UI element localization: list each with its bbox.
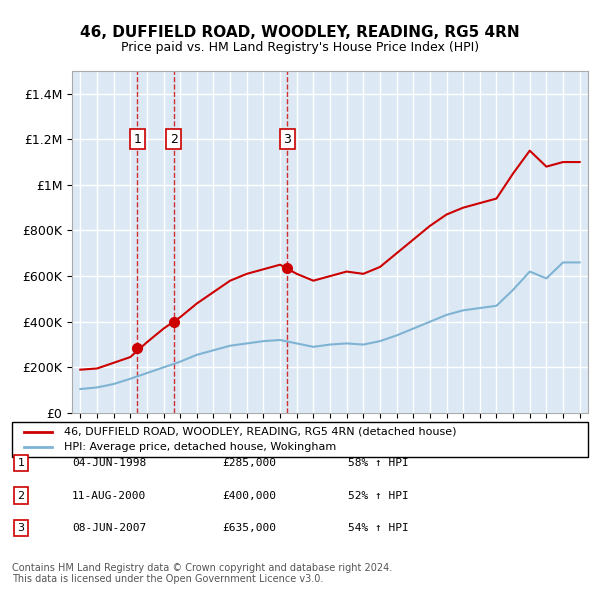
FancyBboxPatch shape	[12, 422, 588, 457]
Text: £400,000: £400,000	[222, 491, 276, 500]
Text: 1: 1	[133, 133, 142, 146]
Text: £285,000: £285,000	[222, 458, 276, 468]
Text: £635,000: £635,000	[222, 523, 276, 533]
Text: 08-JUN-2007: 08-JUN-2007	[72, 523, 146, 533]
Text: Price paid vs. HM Land Registry's House Price Index (HPI): Price paid vs. HM Land Registry's House …	[121, 41, 479, 54]
Text: 3: 3	[17, 523, 25, 533]
Text: 1: 1	[17, 458, 25, 468]
Text: HPI: Average price, detached house, Wokingham: HPI: Average price, detached house, Woki…	[64, 442, 336, 453]
Text: 52% ↑ HPI: 52% ↑ HPI	[348, 491, 409, 500]
Text: 11-AUG-2000: 11-AUG-2000	[72, 491, 146, 500]
Text: 58% ↑ HPI: 58% ↑ HPI	[348, 458, 409, 468]
Text: 3: 3	[283, 133, 292, 146]
Text: 2: 2	[17, 491, 25, 500]
Text: Contains HM Land Registry data © Crown copyright and database right 2024.
This d: Contains HM Land Registry data © Crown c…	[12, 563, 392, 584]
Text: 46, DUFFIELD ROAD, WOODLEY, READING, RG5 4RN (detached house): 46, DUFFIELD ROAD, WOODLEY, READING, RG5…	[64, 427, 457, 437]
Text: 2: 2	[170, 133, 178, 146]
Text: 04-JUN-1998: 04-JUN-1998	[72, 458, 146, 468]
Text: 46, DUFFIELD ROAD, WOODLEY, READING, RG5 4RN: 46, DUFFIELD ROAD, WOODLEY, READING, RG5…	[80, 25, 520, 40]
Text: 54% ↑ HPI: 54% ↑ HPI	[348, 523, 409, 533]
